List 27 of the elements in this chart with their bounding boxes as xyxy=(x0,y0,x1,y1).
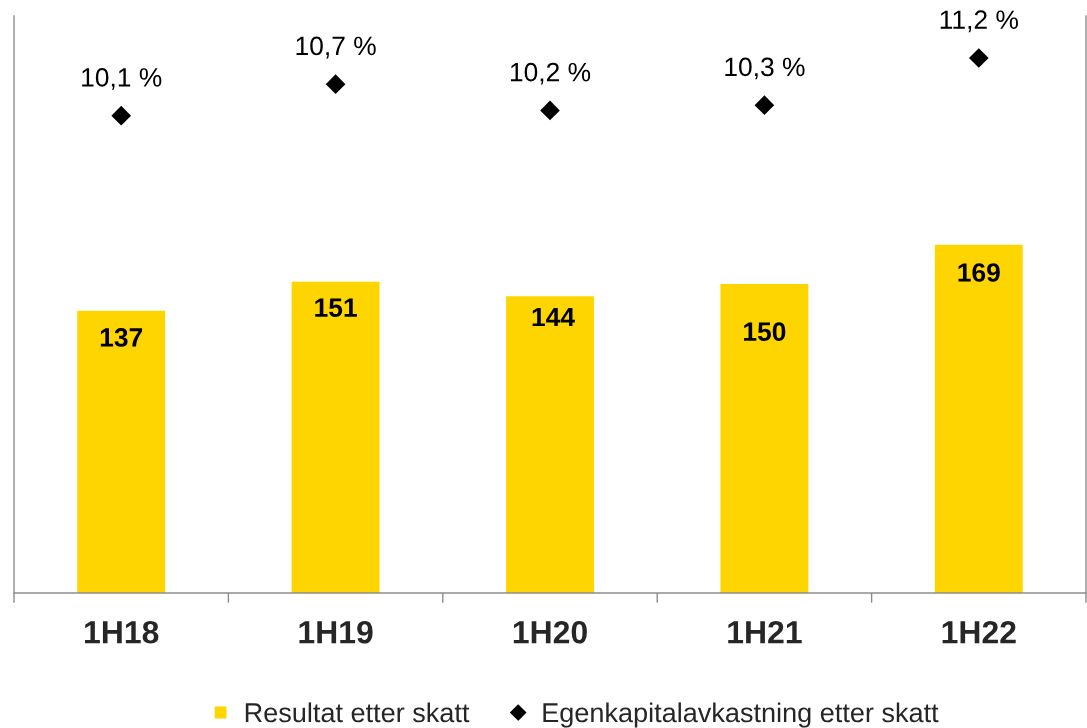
legend-label: Egenkapitalavkastning etter skatt xyxy=(543,702,939,728)
point xyxy=(754,95,775,115)
data-label: 10,3 % xyxy=(725,57,805,80)
data-label: 137 xyxy=(100,328,143,347)
point xyxy=(111,105,132,126)
x-tick-label: 1H20 xyxy=(513,620,587,644)
x-tick-label: 1H18 xyxy=(85,620,159,644)
data-label: 10,2 % xyxy=(510,62,591,85)
bar xyxy=(720,283,809,593)
data-label: 10,7 % xyxy=(296,36,376,59)
legend-label: Resultat etter skatt xyxy=(245,702,470,723)
x-tick-label: 1H22 xyxy=(942,620,1016,644)
data-label: 10,1 % xyxy=(82,68,162,90)
point xyxy=(325,74,346,95)
data-label: 11,2 % xyxy=(940,10,1018,33)
x-tick-label: 1H21 xyxy=(728,620,802,644)
point xyxy=(968,48,989,68)
bar xyxy=(934,244,1023,593)
bar xyxy=(77,310,166,593)
data-label: 150 xyxy=(744,322,786,341)
x-tick-label: 1H19 xyxy=(299,620,373,644)
bar xyxy=(506,296,594,593)
data-label: 151 xyxy=(315,298,357,317)
data-label: 144 xyxy=(532,307,575,327)
bar xyxy=(291,281,380,593)
data-label: 169 xyxy=(958,263,1000,282)
point xyxy=(540,100,560,121)
